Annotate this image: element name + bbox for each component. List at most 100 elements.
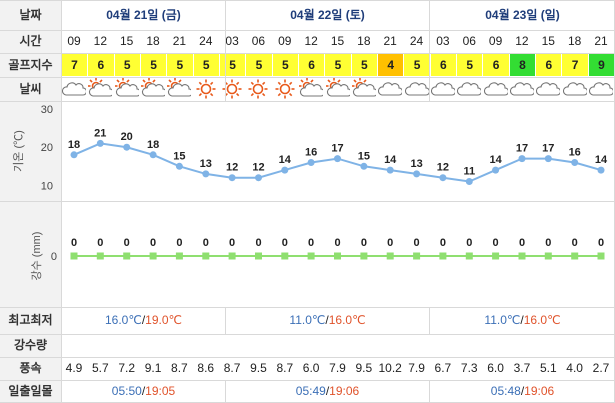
hour-cell: 12 [515, 34, 529, 48]
grid-line [0, 307, 615, 308]
temp-point [360, 162, 368, 170]
golf-index-cell: 6 [298, 54, 325, 76]
precip-point [334, 252, 341, 260]
day-divider [429, 307, 430, 334]
wind-speed-cell: 8.7 [223, 361, 241, 375]
hour-cell: 03 [225, 34, 239, 48]
temp-data-label: 17 [542, 143, 554, 155]
hour-cell: 15 [330, 34, 345, 48]
precip-data-label: 0 [414, 237, 420, 249]
wind-speed-cell: 10.2 [378, 361, 402, 375]
wind-speed-cell: 9.5 [355, 361, 373, 375]
temp-point [149, 151, 157, 159]
partly-sunny-icon [299, 78, 324, 97]
sun-separator: / [141, 384, 146, 398]
sunrise-time: 05:48 [490, 384, 521, 398]
day-header-3: 04월 23일 (일) [485, 8, 560, 22]
grid-line [61, 0, 62, 403]
precip-point [281, 252, 289, 260]
golf-index-cell: 7 [562, 54, 588, 76]
temp-data-label: 13 [410, 158, 422, 170]
label-precip: 강수량 [0, 334, 61, 357]
wind-speed-cell: 8.6 [197, 361, 215, 375]
wind-speed-cell: 7.3 [460, 361, 478, 375]
wind-speed-cell: 2.7 [592, 361, 610, 375]
wind-speed-cell: 7.9 [408, 361, 425, 375]
precip-data-label: 0 [572, 237, 578, 249]
temp-data-label: 15 [358, 150, 370, 162]
partly-sunny-icon [325, 78, 350, 97]
precip-data-label: 0 [176, 237, 182, 249]
precip-point [413, 252, 421, 260]
precip-data-label: 0 [493, 237, 499, 249]
label-minmax: 최고최저 [0, 307, 61, 334]
hour-cell: 21 [383, 34, 397, 48]
max-temp: 19.0℃ [145, 313, 183, 327]
temp-axis-label: 기온 (℃) [12, 130, 25, 172]
precip-point [465, 252, 473, 260]
hour-cell: 06 [251, 34, 266, 48]
sun-separator: / [325, 384, 330, 398]
golf-index-cell: 5 [351, 54, 378, 76]
max-temp: 16.0℃ [328, 313, 366, 327]
hour-cell: 18 [567, 34, 582, 48]
wind-speed-cell: 4.0 [566, 361, 583, 375]
golf-index-cell: 5 [193, 54, 219, 76]
hour-cell: 18 [357, 34, 371, 48]
precip-point [70, 252, 78, 260]
temp-point [413, 170, 421, 178]
sunset-time: 19:05 [145, 384, 176, 398]
temp-data-label: 11 [463, 166, 475, 178]
partly-sunny-icon [167, 78, 192, 97]
precip-data-label: 0 [361, 237, 367, 249]
wind-speed-cell: 6.7 [434, 361, 452, 375]
wind-speed-cell: 8.7 [276, 361, 294, 375]
golf-index-cell: 6 [88, 54, 114, 76]
cloud-icon [536, 82, 561, 96]
temp-data-label: 12 [437, 162, 449, 174]
sun-icon [222, 79, 242, 99]
precip-data-label: 0 [71, 237, 77, 249]
temp-point [307, 159, 315, 166]
golf-index-cell: 5 [114, 54, 140, 76]
precip-data-label: 0 [124, 237, 130, 249]
temp-point [492, 166, 500, 174]
wind-speed-cell: 7.9 [329, 361, 346, 375]
grid-line [0, 53, 615, 54]
min-temp: 16.0℃ [104, 313, 142, 327]
hour-cell: 12 [304, 34, 318, 48]
precip-point [123, 252, 131, 260]
wind-speed-cell: 3.7 [513, 361, 531, 375]
sunset-time: 19:06 [524, 384, 555, 398]
hour-cell: 24 [409, 34, 424, 48]
grid-line [0, 201, 615, 202]
precip-data-label: 0 [229, 237, 235, 249]
label-date: 날짜 [0, 0, 61, 30]
precip-point [386, 252, 394, 260]
minmax-day-1: 16.0℃/19.0℃ [62, 307, 225, 334]
hour-cell: 15 [120, 34, 134, 48]
temp-tick-label: 10 [41, 180, 53, 192]
precip-point [307, 252, 315, 260]
hour-cell: 12 [93, 34, 108, 48]
golf-index-cell: 5 [325, 54, 351, 76]
day-divider [225, 307, 226, 334]
precip-axis-panel [0, 201, 61, 307]
golf-index-cell: 5 [457, 54, 483, 76]
minmax-separator: / [325, 313, 329, 327]
grid-line [0, 357, 615, 358]
hour-cell: 03 [436, 34, 450, 48]
min-temp: 11.0℃ [484, 313, 521, 327]
golf-index-cell: 5 [167, 54, 193, 76]
grid-line [0, 0, 615, 1]
sun-day-3: 05:48/19:06 [430, 380, 615, 403]
golf-index-cell: 6 [430, 54, 457, 76]
hour-cell: 09 [67, 34, 81, 48]
day-divider [429, 0, 430, 101]
golf-index-cell: 5 [404, 54, 430, 76]
precip-point [439, 252, 447, 260]
hour-cell: 15 [541, 34, 555, 48]
day-header-1: 04월 21일 (금) [106, 8, 181, 22]
cloud-icon [378, 82, 403, 96]
precip-axis-label: 강수 (mm) [30, 232, 43, 281]
